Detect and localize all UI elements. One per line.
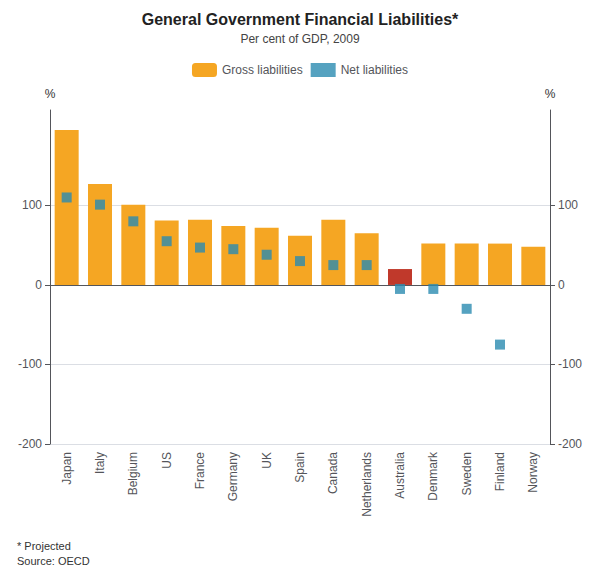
svg-text:UK: UK (260, 452, 274, 469)
svg-text:0: 0 (35, 278, 42, 292)
svg-text:100: 100 (558, 198, 578, 212)
svg-text:Netherlands: Netherlands (360, 452, 374, 517)
svg-text:Sweden: Sweden (460, 452, 474, 495)
svg-text:100: 100 (22, 198, 42, 212)
svg-text:Finland: Finland (493, 452, 507, 491)
svg-text:Net liabilities: Net liabilities (341, 63, 408, 77)
svg-text:Germany: Germany (226, 452, 240, 501)
svg-text:France: France (193, 452, 207, 490)
svg-text:Norway: Norway (526, 452, 540, 493)
svg-text:Denmark: Denmark (426, 451, 440, 501)
svg-text:Canada: Canada (326, 452, 340, 494)
svg-text:-100: -100 (558, 357, 582, 371)
svg-text:-100: -100 (18, 357, 42, 371)
svg-text:Belgium: Belgium (126, 452, 140, 495)
svg-text:Source: OECD: Source: OECD (17, 555, 90, 567)
svg-text:Gross liabilities: Gross liabilities (222, 63, 303, 77)
svg-text:%: % (545, 87, 556, 101)
svg-text:General Government Financial L: General Government Financial Liabilities… (142, 11, 459, 28)
svg-text:Per cent of GDP, 2009: Per cent of GDP, 2009 (240, 32, 360, 46)
svg-text:* Projected: * Projected (17, 540, 71, 552)
svg-text:Japan: Japan (60, 452, 74, 485)
svg-text:US: US (160, 452, 174, 469)
svg-text:%: % (45, 87, 56, 101)
svg-text:Spain: Spain (293, 452, 307, 483)
svg-text:-200: -200 (558, 437, 582, 451)
svg-text:-200: -200 (18, 437, 42, 451)
svg-text:0: 0 (558, 278, 565, 292)
svg-text:Italy: Italy (93, 452, 107, 474)
svg-text:Australia: Australia (393, 452, 407, 499)
